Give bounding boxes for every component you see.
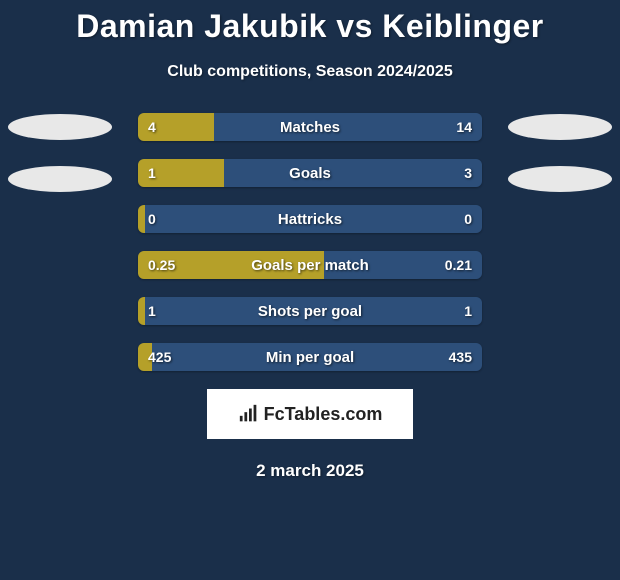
stat-value-right: 0 (464, 205, 472, 233)
stat-value-left: 1 (148, 297, 156, 325)
stat-row: 414Matches (0, 113, 620, 141)
stat-bar-right (145, 297, 482, 325)
stat-value-left: 4 (148, 113, 156, 141)
stat-bar: 00Hattricks (138, 205, 482, 233)
stat-row: 13Goals (0, 159, 620, 187)
player-right-oval (508, 166, 612, 192)
player-left-oval (8, 166, 112, 192)
player-right-oval (508, 114, 612, 140)
stat-value-right: 1 (464, 297, 472, 325)
stat-value-right: 3 (464, 159, 472, 187)
stat-value-left: 0.25 (148, 251, 175, 279)
comparison-title: Damian Jakubik vs Keiblinger (0, 0, 620, 45)
source-logo: FcTables.com (207, 389, 413, 439)
comparison-subtitle: Club competitions, Season 2024/2025 (0, 63, 620, 81)
stat-bar-left (138, 297, 145, 325)
stat-bar-right (224, 159, 482, 187)
stat-bar-right (214, 113, 482, 141)
stat-row: 425435Min per goal (0, 343, 620, 371)
stat-bar: 414Matches (138, 113, 482, 141)
stat-bar: 425435Min per goal (138, 343, 482, 371)
stat-bar-left (138, 205, 145, 233)
player-left-oval (8, 114, 112, 140)
comparison-chart: 414Matches13Goals00Hattricks0.250.21Goal… (0, 113, 620, 371)
stat-bar: 13Goals (138, 159, 482, 187)
comparison-date: 2 march 2025 (0, 461, 620, 481)
bars-icon (238, 403, 260, 425)
logo-text: FcTables.com (264, 404, 383, 425)
stat-value-right: 14 (456, 113, 472, 141)
stat-bar-right (152, 343, 482, 371)
stat-row: 0.250.21Goals per match (0, 251, 620, 279)
stat-value-left: 0 (148, 205, 156, 233)
stat-value-left: 1 (148, 159, 156, 187)
stat-row: 11Shots per goal (0, 297, 620, 325)
stat-value-left: 425 (148, 343, 171, 371)
stat-bar-right (145, 205, 482, 233)
stat-bar: 11Shots per goal (138, 297, 482, 325)
stat-value-right: 0.21 (445, 251, 472, 279)
stat-value-right: 435 (449, 343, 472, 371)
stat-row: 00Hattricks (0, 205, 620, 233)
stat-bar: 0.250.21Goals per match (138, 251, 482, 279)
